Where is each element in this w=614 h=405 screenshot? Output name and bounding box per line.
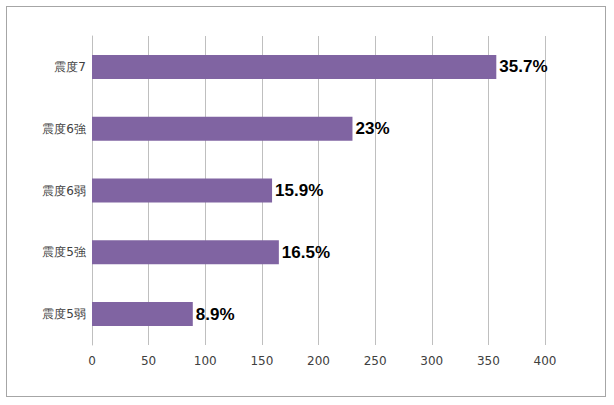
svg-text:200: 200 [307,354,330,368]
svg-text:16.5%: 16.5% [282,243,330,262]
svg-text:400: 400 [534,354,557,368]
svg-text:300: 300 [420,354,443,368]
svg-text:23%: 23% [355,119,389,138]
svg-text:35.7%: 35.7% [499,57,547,76]
svg-text:震度5弱: 震度5弱 [42,307,86,321]
svg-text:250: 250 [364,354,387,368]
svg-text:350: 350 [477,354,500,368]
svg-text:震度6弱: 震度6弱 [42,184,86,198]
svg-text:震度5強: 震度5強 [42,245,86,259]
svg-text:15.9%: 15.9% [275,181,323,200]
svg-text:震度7: 震度7 [54,60,86,74]
svg-text:0: 0 [88,354,96,368]
svg-text:100: 100 [194,354,217,368]
svg-text:震度6強: 震度6強 [42,122,86,136]
svg-text:50: 50 [141,354,156,368]
svg-text:8.9%: 8.9% [196,305,235,324]
svg-text:150: 150 [250,354,273,368]
